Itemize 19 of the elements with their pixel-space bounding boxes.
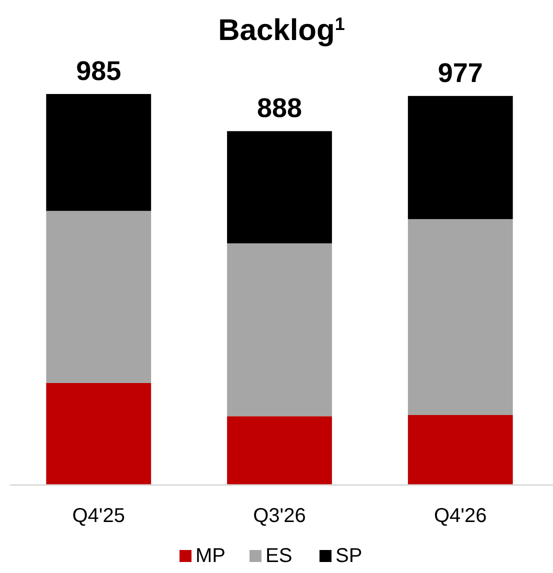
bar [46,382,152,485]
chart-title: Backlog$^{1}$ [218,14,345,47]
x-tick-label: Q4'26 [434,505,487,527]
bar [46,210,152,383]
bar [408,219,513,416]
bar [227,131,332,244]
legend-label: SP [336,545,362,567]
annotation: 985 [76,56,122,86]
annotation: 977 [438,58,483,88]
bar [227,243,332,416]
x-tick-label: Q4'25 [72,505,126,527]
bar [408,96,513,220]
bar [227,416,332,485]
bar [408,415,513,485]
legend-label: MP [196,545,226,567]
legend-label: ES [266,545,292,567]
bar [46,94,152,211]
annotation: 888 [256,93,302,124]
x-tick-label: Q3'26 [253,505,306,527]
